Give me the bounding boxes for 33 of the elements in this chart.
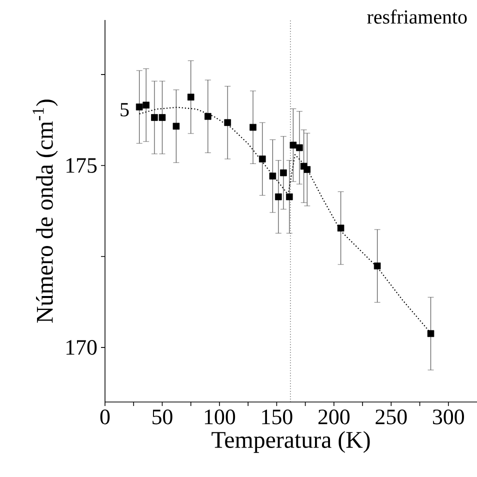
x-tick-label: 300 xyxy=(433,410,464,424)
x-tick-label: 50 xyxy=(152,410,172,424)
x-tick-label: 250 xyxy=(376,410,407,424)
y-tick-label: 175 xyxy=(66,158,97,173)
point xyxy=(151,114,158,121)
annotation: resfriamento xyxy=(367,10,467,24)
x-tick-label: 0 xyxy=(100,410,110,424)
point xyxy=(136,104,143,110)
y-tick-label: 170 xyxy=(66,340,97,355)
point xyxy=(204,113,212,120)
point xyxy=(269,172,276,180)
point xyxy=(224,119,231,126)
point xyxy=(296,144,303,152)
point xyxy=(304,166,311,173)
point xyxy=(286,193,293,200)
point xyxy=(275,193,282,200)
point xyxy=(337,224,344,232)
point xyxy=(187,94,194,101)
point xyxy=(250,124,256,131)
point xyxy=(374,262,381,270)
x-tick-label: 100 xyxy=(204,410,236,424)
x-axis-title: Temperatura (K) xyxy=(212,431,370,453)
point xyxy=(172,122,180,130)
point xyxy=(427,330,434,338)
point xyxy=(258,156,266,162)
point xyxy=(158,114,166,121)
annotation: 5 xyxy=(120,103,129,116)
point xyxy=(142,102,150,109)
y-axis-title: Número de onda (cm$^{-1}$) xyxy=(32,100,58,323)
x-tick-label: 150 xyxy=(262,410,292,424)
x-tick-label: 200 xyxy=(318,410,350,424)
point xyxy=(290,142,297,149)
point xyxy=(280,169,287,176)
